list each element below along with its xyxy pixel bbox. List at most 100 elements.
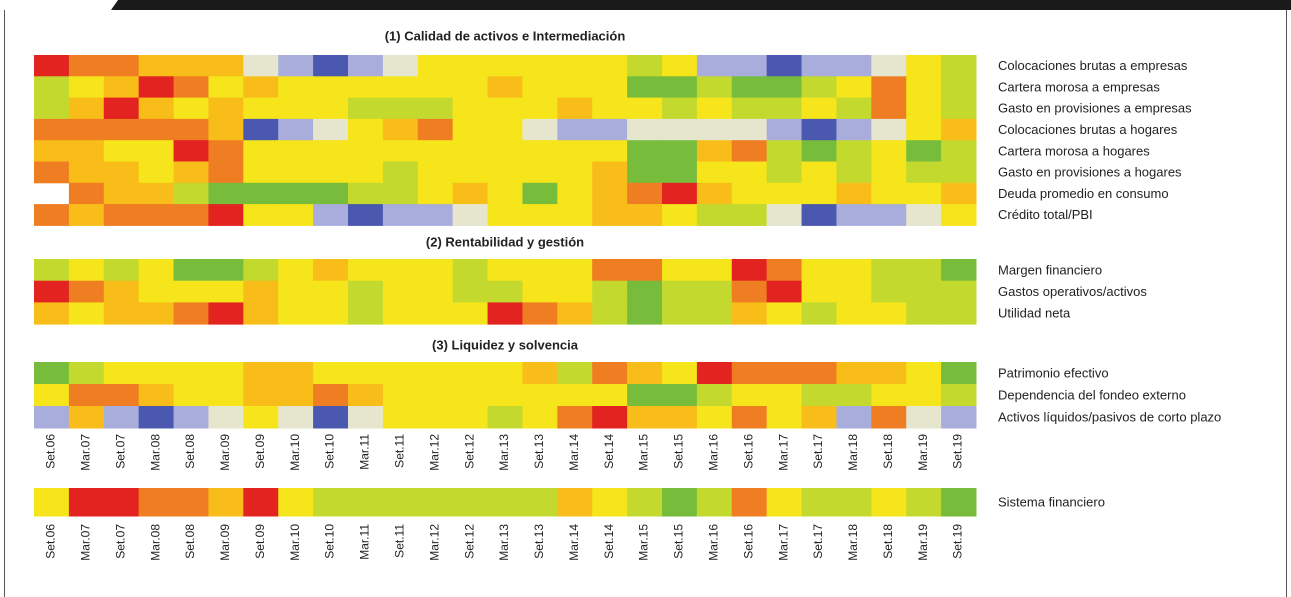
heat-cell [941,302,977,325]
heat-cell [906,140,942,162]
heat-cell [696,118,733,141]
row-label: Activos líquidos/pasivos de corto plazo [998,409,1221,424]
heat-cell [34,55,70,77]
heat-cell [662,302,698,325]
heat-cell [801,406,837,429]
heat-cell [103,302,140,325]
heat-cell [696,406,733,429]
heat-cell [522,55,558,77]
heat-cell [522,76,558,99]
heat-cell [627,302,663,325]
heat-cell [173,406,209,429]
x-tick-label: Set.13 [532,524,546,559]
heat-cell [348,406,384,429]
heat-cell [522,118,558,141]
x-tick-label: Mar.11 [358,524,372,560]
heat-cell [34,406,70,429]
heat-cell [138,140,175,162]
x-tick-label: Mar.14 [567,524,581,561]
heat-cell [906,76,942,99]
heat-cell [243,140,279,162]
heat-cell [731,76,768,99]
heat-cell [313,204,349,226]
heat-cell [68,362,105,385]
panel-title: (1) Calidad de activos e Intermediación [385,28,626,43]
heat-cell [906,302,942,325]
heat-cell [34,118,70,141]
heat-cell [906,97,942,120]
heat-cell [208,488,244,517]
heat-cell [836,140,872,162]
heat-cell [208,182,244,205]
heat-cell [103,488,140,517]
heat-cell [627,97,663,120]
heat-cell [348,140,384,162]
heat-cell [662,259,698,282]
heat-cell [278,384,314,407]
x-tick-label: Set.09 [253,524,267,559]
heat-cell [836,302,872,325]
heat-cell [522,182,558,205]
heat-cell [557,204,593,226]
heat-cell [34,362,70,385]
heat-cell [103,161,140,184]
heat-cell [696,140,733,162]
heat-cell [348,204,384,226]
x-tick-label: Set.11 [393,434,407,468]
heat-cell [766,76,803,99]
heat-cell [452,259,489,282]
heat-cell [871,140,907,162]
heat-cell [417,55,454,77]
heat-cell [68,384,105,407]
heat-cell [138,97,175,120]
heat-cell [627,488,663,517]
heat-cell [243,204,279,226]
x-tick-label: Mar.17 [776,434,790,471]
heat-cell [557,118,593,141]
heat-cell [34,302,70,325]
x-tick-label: Set.09 [253,434,267,469]
heat-cell [452,76,489,99]
x-tick-label: Mar.07 [79,524,93,561]
heat-cell [103,140,140,162]
heat-cell [452,204,489,226]
heat-cell [452,97,489,120]
heat-cell [557,140,593,162]
heat-cell [208,161,244,184]
heat-cell [696,302,733,325]
x-tick-label: Mar.08 [148,434,162,471]
heat-cell [243,118,279,141]
heat-cell [522,406,558,429]
heat-cell [522,384,558,407]
heat-cell [941,140,977,162]
x-tick-label: Set.18 [881,524,895,559]
heat-cell [278,76,314,99]
heat-cell [243,182,279,205]
heat-cell [766,488,803,517]
heat-cell [592,76,628,99]
row-label: Patrimonio efectivo [998,365,1109,380]
heat-cell [557,280,593,303]
heat-cell [313,362,349,385]
heat-cell [173,204,209,226]
heat-cell [871,182,907,205]
heat-cell [487,302,523,325]
heat-cell [557,488,593,517]
x-tick-label: Mar.19 [916,434,930,471]
heat-cell [138,280,175,303]
heat-cell [592,97,628,120]
x-tick-label: Mar.11 [358,434,372,470]
heat-cell [801,204,837,226]
heat-cell [243,55,279,77]
heat-cell [836,118,872,141]
heat-cell [313,384,349,407]
heat-cell [906,182,942,205]
heat-cell [731,161,768,184]
heat-cell [627,259,663,282]
heat-cell [103,97,140,120]
heat-cell [627,182,663,205]
heat-cell [871,488,907,517]
heat-cell [68,488,105,517]
heat-cell [592,161,628,184]
heat-cell [766,406,803,429]
